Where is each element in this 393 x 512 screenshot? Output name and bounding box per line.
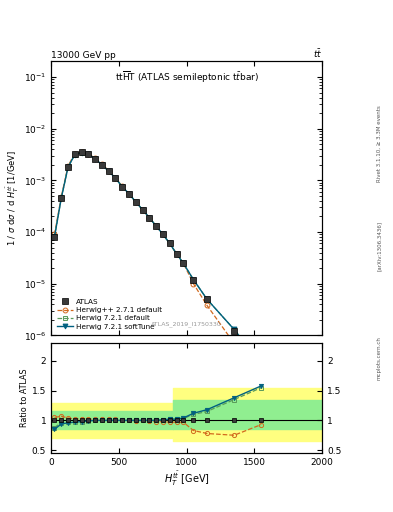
Legend: ATLAS, Herwig++ 2.7.1 default, Herwig 7.2.1 default, Herwig 7.2.1 softTune: ATLAS, Herwig++ 2.7.1 default, Herwig 7.… bbox=[55, 296, 164, 332]
Text: ATLAS_2019_I1750330: ATLAS_2019_I1750330 bbox=[151, 322, 222, 327]
Y-axis label: 1 / $\sigma$ d$\sigma$ / d $H_T^{t\bar{t}}$ [1/GeV]: 1 / $\sigma$ d$\sigma$ / d $H_T^{t\bar{t… bbox=[5, 151, 21, 246]
Text: [arXiv:1306.3436]: [arXiv:1306.3436] bbox=[377, 221, 382, 271]
X-axis label: $H_T^{t\bar{t}}$ [GeV]: $H_T^{t\bar{t}}$ [GeV] bbox=[164, 470, 209, 488]
Text: mcplots.cern.ch: mcplots.cern.ch bbox=[377, 336, 382, 380]
Text: $t\bar{t}$: $t\bar{t}$ bbox=[313, 47, 322, 60]
Text: tt$\overline{\rm H}$T (ATLAS semileptonic t$\bar{t}$bar): tt$\overline{\rm H}$T (ATLAS semileptoni… bbox=[115, 70, 259, 85]
Text: 13000 GeV pp: 13000 GeV pp bbox=[51, 51, 116, 60]
Text: Rivet 3.1.10, ≥ 3.3M events: Rivet 3.1.10, ≥ 3.3M events bbox=[377, 105, 382, 182]
Y-axis label: Ratio to ATLAS: Ratio to ATLAS bbox=[20, 369, 29, 428]
